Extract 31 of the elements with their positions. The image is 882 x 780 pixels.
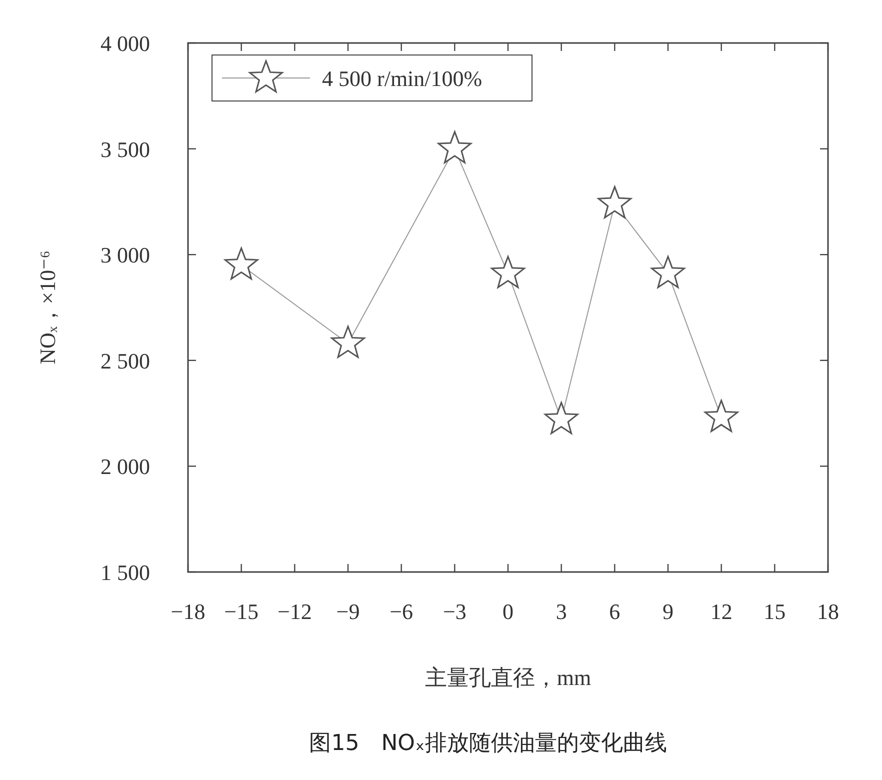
x-tick-label: −12 — [277, 599, 312, 624]
point — [651, 256, 685, 288]
point — [438, 131, 472, 164]
x-tick-label: 3 — [556, 599, 567, 624]
y-tick-label: 3 000 — [100, 242, 150, 268]
y-tick-label: 2 000 — [100, 454, 150, 480]
x-tick-label: 15 — [764, 599, 786, 624]
x-tick-label: 18 — [817, 599, 839, 624]
text: 图15 NOₓ排放随供油量的变化曲线 — [309, 731, 667, 756]
x-tick-label: −15 — [224, 599, 259, 624]
x-tick-label: 0 — [502, 599, 514, 624]
x-tick-label: −18 — [170, 599, 206, 624]
y-axis-title: NOₓ，×10⁻⁶ — [35, 250, 60, 364]
point — [491, 256, 525, 288]
y-tick-label: 4 000 — [100, 31, 150, 56]
point — [224, 247, 258, 280]
x-tick-label: 6 — [609, 599, 620, 624]
y-tick-label: 2 500 — [100, 348, 150, 374]
point — [331, 326, 365, 358]
point — [544, 402, 578, 434]
legend-label: 4 500 r/min/100% — [322, 66, 482, 91]
point — [704, 400, 738, 432]
point — [598, 186, 632, 218]
x-axis-title: 主量孔直径，mm — [424, 665, 592, 690]
x-tick-label: −9 — [336, 599, 360, 624]
x-tick-label: 9 — [662, 599, 674, 624]
x-tick-label: −6 — [390, 599, 414, 624]
y-tick-label: 1 500 — [100, 560, 150, 585]
x-tick-label: 12 — [710, 599, 732, 624]
y-tick-label: 3 500 — [100, 136, 150, 162]
x-tick-label: −3 — [442, 599, 466, 624]
